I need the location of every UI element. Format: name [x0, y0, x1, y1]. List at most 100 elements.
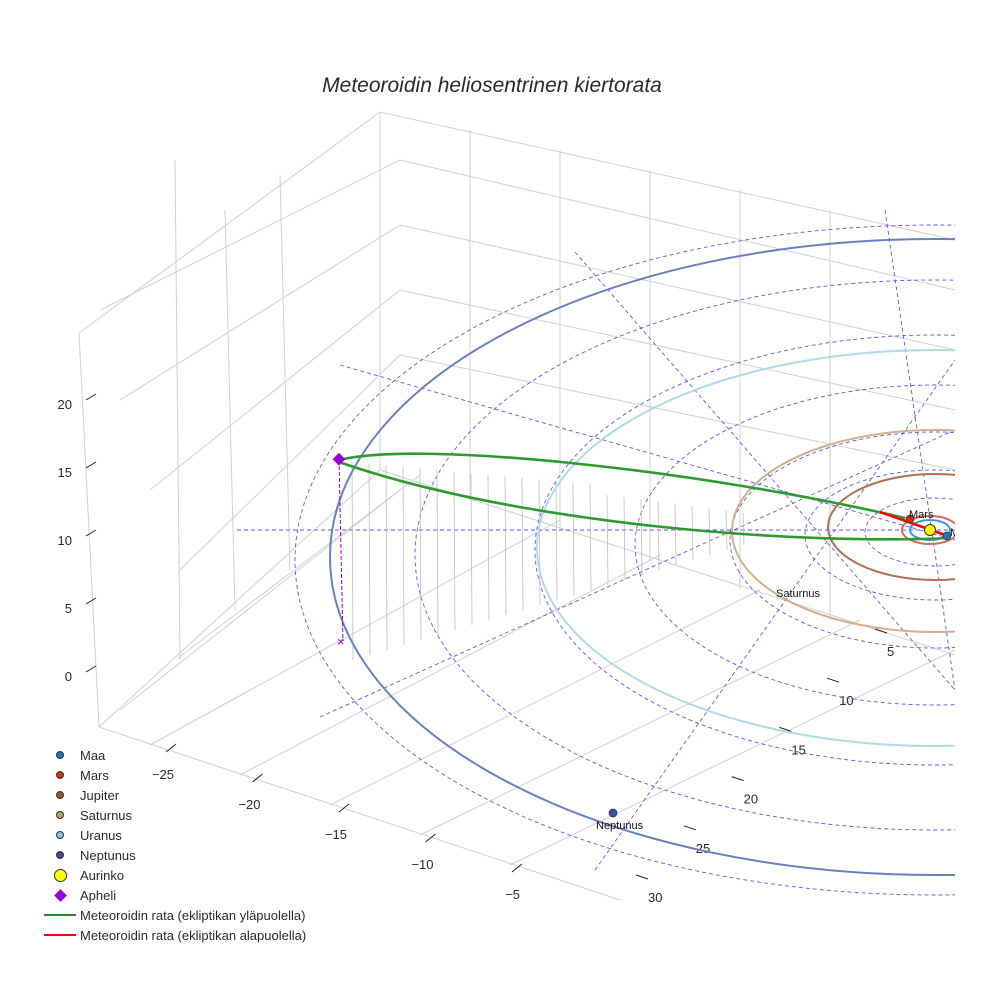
- legend-item-orbit-above[interactable]: Meteoroidin rata (ekliptikan yläpuolella…: [40, 905, 306, 925]
- y-tick-label: 10: [839, 693, 853, 708]
- mars-orbit: [901, 515, 955, 545]
- legend-label: Mars: [80, 767, 109, 783]
- projection-line: [351, 461, 354, 661]
- y-tick-label: 15: [791, 742, 805, 757]
- projection-line: [555, 481, 558, 601]
- aphelion-drop-line: [338, 459, 344, 642]
- legend-label: Neptunus: [80, 847, 136, 863]
- legend-label: Aurinko: [80, 867, 125, 883]
- meteoroid-orbit-below: [879, 510, 949, 538]
- legend-label: Meteoroidin rata (ekliptikan alapuolella…: [80, 927, 307, 943]
- x-tick-label: −25: [152, 767, 174, 782]
- legend-label: Maa: [80, 747, 106, 763]
- z-tick-label: 20: [58, 397, 72, 412]
- legend-item-uranus[interactable]: Uranus: [40, 825, 306, 845]
- projection-line: [368, 463, 371, 656]
- projection-line: [453, 471, 456, 631]
- projection-line: [674, 503, 677, 566]
- aphelion-projection-marker: ×: [337, 634, 345, 649]
- mars-marker[interactable]: [905, 514, 915, 524]
- z-tick-mark: [85, 665, 97, 673]
- y-tick-label: 20: [744, 792, 758, 807]
- x-tick-mark: [165, 743, 177, 753]
- meteoroid-orbit-above: [338, 452, 949, 541]
- aphelion-marker[interactable]: [332, 452, 346, 466]
- projection-line: [521, 477, 524, 611]
- x-tick-label: −5: [505, 887, 520, 902]
- legend-item-orbit-below[interactable]: Meteoroidin rata (ekliptikan alapuolella…: [40, 925, 306, 945]
- projection-line: [402, 466, 405, 646]
- projection-line: [742, 512, 745, 546]
- legend-item-aurinko[interactable]: Aurinko: [40, 865, 306, 885]
- projection-line: [691, 505, 694, 561]
- ecliptic-grid: [237, 209, 955, 896]
- jupiter-label: Ju: [964, 574, 976, 586]
- y-tick-mark: [874, 628, 888, 634]
- y-tick-label: 30: [648, 890, 662, 905]
- projection-line: [657, 501, 660, 571]
- x-tick-label: −15: [325, 827, 347, 842]
- projection-line: [470, 473, 473, 626]
- z-tick-mark: [85, 393, 97, 401]
- z-tick-mark: [85, 461, 97, 469]
- legend-item-apheli[interactable]: Apheli: [40, 885, 306, 905]
- legend-label: Meteoroidin rata (ekliptikan yläpuolella…: [80, 907, 306, 923]
- z-tick-mark: [85, 529, 97, 537]
- projection-line: [385, 465, 388, 651]
- projection-line: [589, 484, 592, 591]
- x-tick-label: −20: [238, 797, 260, 812]
- projection-line: [504, 476, 507, 616]
- z-tick-label: 15: [58, 465, 72, 480]
- chart-title: Meteoroidin heliosentrinen kiertorata: [322, 74, 662, 97]
- projection-line: [572, 482, 575, 596]
- x-tick-label: −10: [411, 857, 433, 872]
- z-tick-mark: [85, 597, 97, 605]
- neptunus-orbit: [329, 238, 955, 876]
- y-tick-mark: [683, 825, 696, 831]
- y-tick-mark: [731, 776, 744, 782]
- y-tick-mark: [635, 874, 649, 880]
- projection-lines: [351, 461, 745, 661]
- projection-line: [606, 494, 609, 586]
- legend-item-jupiter[interactable]: Jupiter: [40, 785, 306, 805]
- maa-label: Maa: [950, 527, 972, 539]
- projection-line: [538, 479, 541, 606]
- legend-item-maa[interactable]: Maa: [40, 745, 306, 765]
- legend-item-neptunus[interactable]: Neptunus: [40, 845, 306, 865]
- legend: Maa Mars Jupiter Saturnus Uranus Neptunu…: [40, 745, 306, 945]
- x-tick-mark: [425, 833, 436, 843]
- z-tick-label: 5: [65, 601, 72, 616]
- y-tick-mark: [779, 726, 792, 732]
- projection-line: [419, 468, 422, 641]
- planet-orbits: [329, 238, 955, 876]
- legend-item-mars[interactable]: Mars: [40, 765, 306, 785]
- legend-label: Saturnus: [80, 807, 133, 823]
- y-tick-label: 5: [887, 644, 894, 659]
- projection-line: [725, 510, 728, 551]
- legend-label: Apheli: [80, 887, 117, 903]
- legend-label: Jupiter: [80, 787, 120, 803]
- saturnus-orbit: [731, 429, 955, 633]
- y-tick-label: 25: [696, 841, 710, 856]
- x-tick-mark: [252, 773, 263, 783]
- maa-marker[interactable]: [942, 531, 952, 541]
- legend-item-saturnus[interactable]: Saturnus: [40, 805, 306, 825]
- projection-line: [436, 469, 439, 636]
- legend-label: Uranus: [80, 827, 122, 843]
- sun-marker[interactable]: [924, 524, 936, 536]
- jupiter-orbit: [827, 473, 955, 581]
- y-tick-mark: [827, 677, 840, 683]
- neptunus-marker[interactable]: [608, 808, 618, 818]
- projection-line: [640, 499, 643, 576]
- axis-ticks: 0 5 10 15 20 −25 −20 −15 −10 −5 5 10 15 20 25 30: [58, 393, 894, 905]
- projection-line: [623, 497, 626, 581]
- saturnus-label: Saturnus: [776, 588, 821, 600]
- x-tick-mark: [511, 863, 523, 873]
- z-tick-label: 0: [65, 669, 72, 684]
- z-tick-label: 10: [58, 533, 72, 548]
- uranus-orbit: [536, 349, 955, 747]
- neptunus-label: Neptunus: [596, 820, 644, 832]
- projection-line: [487, 474, 490, 621]
- mars-label: Mars: [909, 509, 934, 521]
